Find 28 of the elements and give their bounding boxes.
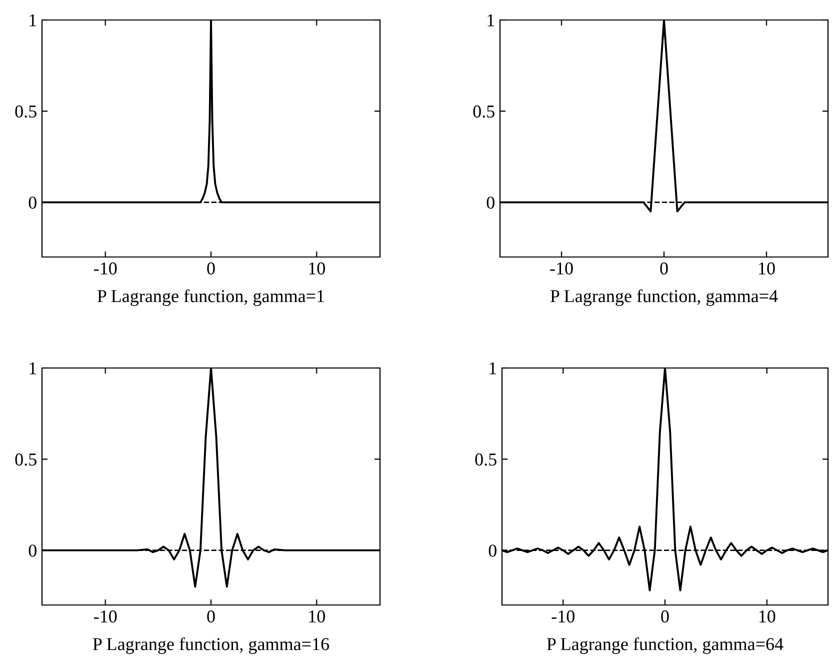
y-tick-label: 1 [30, 362, 36, 374]
x-axis-title: P Lagrange function, gamma=64 [546, 637, 784, 654]
x-tick-label: -10 [550, 262, 573, 275]
x-tick-label: 10 [309, 262, 325, 275]
y-tick-label: 0.5 [15, 105, 36, 118]
x-axis-title: P Lagrange function, gamma=1 [97, 289, 324, 306]
x-tick-label: 0 [207, 610, 215, 623]
y-tick-label: 0.5 [15, 453, 36, 466]
x-tick-label: -10 [552, 610, 574, 623]
y-tick-label: 0 [28, 544, 36, 557]
x-tick-label: 0 [207, 262, 215, 275]
y-tick-label: 0 [488, 544, 496, 557]
x-tick-label: 0 [661, 610, 669, 623]
x-tick-label: 10 [309, 610, 325, 623]
y-tick-label: 0 [486, 196, 494, 209]
y-tick-label: 0.5 [475, 453, 496, 466]
x-tick-label: -10 [94, 610, 117, 623]
y-tick-label: 0 [28, 196, 36, 209]
y-tick-label: 1 [490, 362, 496, 374]
x-tick-label: -10 [94, 262, 117, 275]
y-tick-label: 1 [30, 14, 36, 26]
x-tick-label: 10 [759, 262, 775, 275]
x-axis-title: P Lagrange function, gamma=4 [550, 289, 778, 306]
x-axis-title: P Lagrange function, gamma=16 [92, 637, 330, 654]
y-tick-label: 0.5 [473, 105, 494, 118]
y-tick-label: 1 [488, 14, 494, 26]
x-tick-label: 0 [660, 262, 668, 275]
x-tick-label: 10 [759, 610, 776, 623]
